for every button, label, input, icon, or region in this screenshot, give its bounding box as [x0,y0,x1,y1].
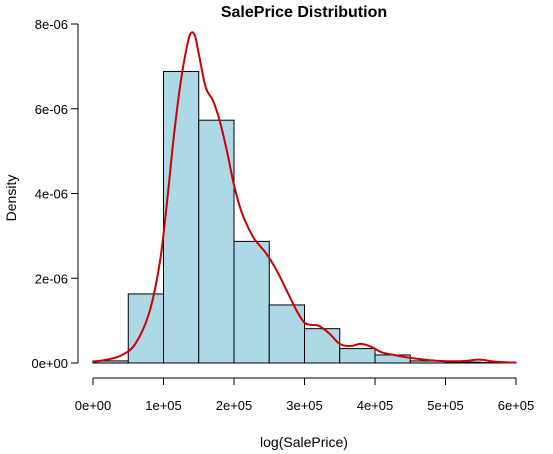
x-axis: 0e+00 1e+05 2e+05 3e+05 4e+05 5e+05 6e+05 [75,377,535,413]
histogram-bars [92,70,517,364]
y-axis-title: Density [3,175,19,222]
x-tick-label: 1e+05 [145,398,182,413]
x-tick-label: 5e+05 [427,398,464,413]
x-tick-label: 2e+05 [216,398,253,413]
histogram-bar [304,328,341,364]
histogram-bar [233,240,270,364]
density-curve [92,31,517,364]
density-curve-group [92,31,517,364]
histogram-bar [339,348,376,364]
y-tick-label: 2e-06 [35,271,68,286]
y-tick-label: 0e+00 [31,356,68,371]
y-tick-label: 6e-06 [35,102,68,117]
chart-title: SalePrice Distribution [221,4,387,21]
histogram-bar [163,70,200,364]
x-axis-title: log(SalePrice) [260,434,348,450]
x-tick-label: 3e+05 [286,398,323,413]
histogram-bar [127,293,164,364]
x-tick-label: 6e+05 [498,398,535,413]
x-tick-label: 0e+00 [75,398,112,413]
y-tick-label: 4e-06 [35,187,68,202]
y-axis: 0e+00 2e-06 4e-06 6e-06 8e-06 [31,17,79,371]
y-tick-label: 8e-06 [35,17,68,32]
x-tick-label: 4e+05 [357,398,394,413]
